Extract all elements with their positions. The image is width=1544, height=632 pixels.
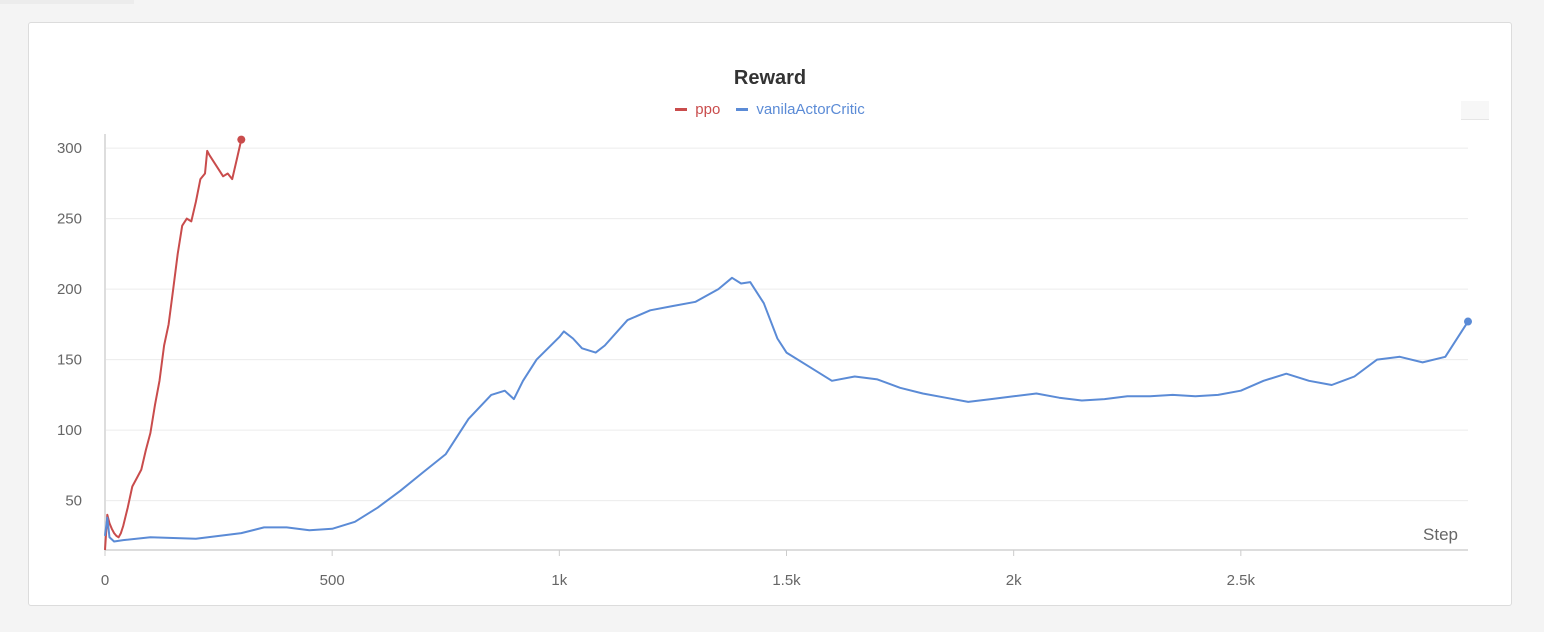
series-end-point-vanilaactorcritic xyxy=(1464,317,1472,326)
x-axis-label: Step xyxy=(1423,525,1458,544)
x-tick-label: 2.5k xyxy=(1227,572,1256,589)
grid-lines xyxy=(105,147,1468,502)
legend-label-ppo: ppo xyxy=(695,101,721,118)
series-end-point-ppo xyxy=(237,135,246,144)
chart-panel: Reward ppo vanilaActorCritic xyxy=(28,22,1512,606)
panel-menu-tab[interactable] xyxy=(1461,101,1489,120)
series-line-vanilaactorcritic xyxy=(104,276,1469,543)
tick-labels: 50 100 150 200 250 300 0 500 1k 1.5k 2k 2.5k xyxy=(57,140,1256,589)
legend-swatch-vanilaactorcritic xyxy=(736,108,749,111)
axes xyxy=(104,134,1468,556)
y-tick-label: 100 xyxy=(57,422,82,439)
x-tick-label: 0 xyxy=(101,572,109,589)
series-lines xyxy=(104,135,1472,551)
x-tick-label: 1.5k xyxy=(772,572,801,589)
y-tick-label: 150 xyxy=(57,352,82,369)
x-tick-label: 2k xyxy=(1006,572,1022,589)
chart-legend: ppo vanilaActorCritic xyxy=(29,101,1511,118)
y-tick-label: 300 xyxy=(57,140,82,157)
top-left-mark xyxy=(0,0,134,4)
x-tick-label: 500 xyxy=(320,572,345,589)
legend-label-vanilaactorcritic: vanilaActorCritic xyxy=(756,101,865,118)
series-line-ppo xyxy=(104,139,243,551)
legend-item-vanilaactorcritic[interactable]: vanilaActorCritic xyxy=(736,101,865,118)
y-tick-label: 250 xyxy=(57,211,82,228)
x-tick-label: 1k xyxy=(551,572,567,589)
y-tick-label: 200 xyxy=(57,281,82,298)
legend-item-ppo[interactable]: ppo xyxy=(675,101,720,118)
chart-title: Reward xyxy=(733,67,807,89)
legend-swatch-ppo xyxy=(675,108,688,111)
y-tick-label: 50 xyxy=(65,493,82,510)
